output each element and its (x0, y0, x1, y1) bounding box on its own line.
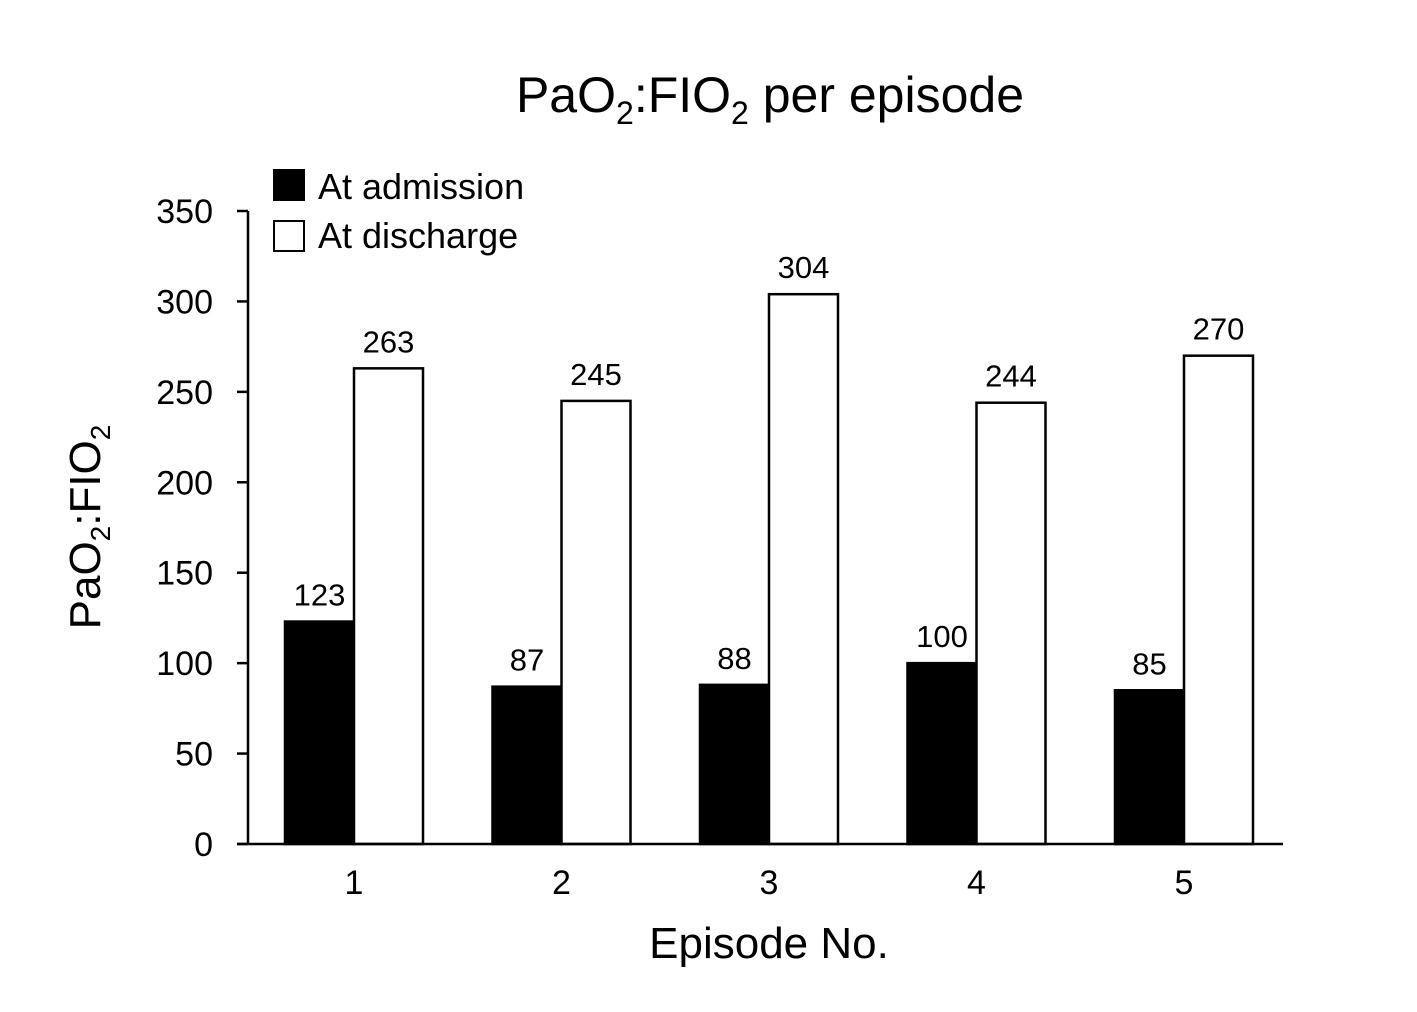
chart-title-part-1: 2 (616, 95, 634, 131)
legend-label-admission: At admission (318, 166, 524, 207)
x-tick-label: 3 (760, 864, 779, 902)
data-label-admission-4: 100 (916, 619, 968, 654)
data-labels: 123 263 87 245 88 304 100 244 85 270 (294, 250, 1245, 681)
data-label-discharge-3: 304 (778, 250, 830, 285)
x-axis-label: Episode No. (649, 919, 889, 968)
data-label-discharge-1: 263 (363, 324, 415, 359)
bar-discharge-1 (352, 367, 425, 846)
y-axis-label: PaO2:FIO2 (61, 425, 116, 630)
data-label-discharge-5: 270 (1193, 312, 1245, 347)
data-label-admission-5: 85 (1132, 646, 1166, 681)
bar-admission-5 (1113, 689, 1186, 846)
chart-title: PaO2:FIO2 per episode (516, 67, 1024, 131)
legend: At admission At discharge (273, 166, 524, 256)
legend-swatch-admission (273, 169, 305, 201)
y-axis-label-part-0: PaO (61, 541, 110, 629)
bars (283, 292, 1255, 846)
bar-admission-2 (491, 685, 563, 846)
y-axis-label-part-3: 2 (85, 425, 116, 441)
chart-title-part-4: per episode (749, 67, 1024, 123)
y-tick-label: 100 (156, 645, 213, 683)
data-label-admission-3: 88 (717, 641, 751, 676)
data-label-discharge-2: 245 (570, 357, 622, 392)
y-tick-label: 200 (156, 464, 213, 502)
y-axis-label-part-2: :FIO (61, 440, 110, 526)
x-tick-label: 5 (1175, 864, 1194, 902)
bar-discharge-4 (975, 401, 1047, 846)
chart-title-part-0: PaO (516, 67, 616, 123)
y-tick-label: 300 (156, 283, 213, 321)
y-tick-label: 350 (156, 193, 213, 231)
y-axis-label-part-1: 2 (85, 526, 116, 542)
y-axis-ticks: 0 50 100 150 200 250 300 350 (156, 193, 248, 864)
legend-swatch-discharge (273, 220, 305, 252)
x-axis-ticks: 1 2 3 4 5 (345, 864, 1194, 902)
y-tick-label: 0 (194, 826, 213, 864)
y-tick-label: 150 (156, 555, 213, 593)
bar-admission-4 (906, 661, 978, 846)
legend-label-discharge: At discharge (318, 215, 518, 256)
y-tick-label: 250 (156, 374, 213, 412)
x-tick-label: 2 (552, 864, 571, 902)
x-tick-label: 1 (345, 864, 364, 902)
chart-title-part-3: 2 (731, 95, 749, 131)
data-label-admission-2: 87 (510, 643, 544, 678)
bar-discharge-2 (560, 399, 632, 846)
bar-admission-3 (698, 683, 771, 846)
data-label-admission-1: 123 (294, 578, 346, 613)
chart-title-part-2: :FIO (634, 67, 731, 123)
data-label-discharge-4: 244 (985, 359, 1037, 394)
bar-admission-1 (283, 620, 356, 846)
y-tick-label: 50 (175, 736, 213, 774)
bar-discharge-3 (767, 292, 840, 846)
x-tick-label: 4 (967, 864, 986, 902)
bar-discharge-5 (1182, 354, 1255, 846)
